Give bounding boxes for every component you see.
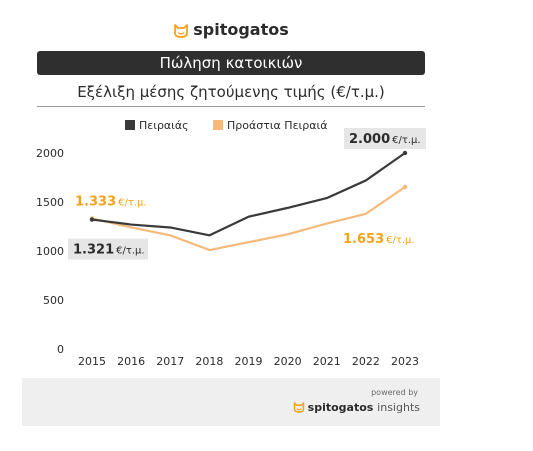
footer-brand: spitogatos insights [293, 401, 420, 416]
line-chart: 0 500 1000 1500 2000 2015 2016 2017 2018 2019 2020… [36, 119, 426, 368]
chart-subtitle: Εξέλιξη μέσης ζητούμενης τιμής (€/τ.μ.) [77, 83, 385, 101]
annotation-box [71, 190, 155, 212]
series-endpoint [402, 184, 408, 190]
x-tick-label: 2018 [195, 355, 223, 368]
series-endpoint [89, 217, 95, 222]
series-line [91, 152, 406, 237]
powered-by-label: powered by [371, 388, 418, 397]
cat-face-icon [293, 402, 305, 416]
annotation-unit: €/τ.μ. [118, 197, 146, 208]
annotation-value: 1.653 [343, 232, 384, 247]
annotation-label: 1.321 €/τ.μ. [73, 243, 145, 258]
annotation-label: 2.000 €/τ.μ. [349, 132, 421, 147]
x-tick-label: 2019 [235, 355, 263, 368]
x-tick-label: 2015 [78, 355, 106, 368]
x-tick-label: 2020 [274, 355, 302, 368]
brand-name: spitogatos [193, 20, 289, 39]
series-line [91, 186, 406, 252]
series-endpoint [402, 150, 408, 156]
annotation-unit: €/τ.μ. [392, 135, 420, 146]
y-tick-label: 500 [43, 294, 64, 307]
y-tick-label: 0 [57, 343, 64, 356]
annotation-value: 2.000 [349, 132, 390, 147]
annotation-box [344, 128, 426, 149]
infographic-card: spitogatos Πώληση κατοικιών Εξέλιξη μέση… [22, 8, 440, 426]
annotation-label: 1.653 €/τ.μ. [343, 232, 415, 247]
annotation-label: 1.333 €/τ.μ. [75, 194, 147, 209]
legend-label: Προάστια Πειραιά [227, 119, 327, 132]
brand-logo: spitogatos [22, 20, 440, 42]
y-tick-label: 2000 [36, 147, 64, 160]
footer-brand-suffix: insights [377, 401, 420, 414]
x-tick-label: 2017 [156, 355, 184, 368]
y-tick-label: 1500 [36, 196, 64, 209]
annotation-box [339, 228, 423, 250]
annotation-value: 1.333 [75, 194, 116, 209]
annotation-unit: €/τ.μ. [386, 235, 414, 246]
cat-face-icon [173, 23, 189, 42]
legend-swatch [125, 120, 135, 130]
annotation-box [68, 238, 148, 260]
x-tick-label: 2023 [391, 355, 419, 368]
x-tick-label: 2021 [313, 355, 341, 368]
y-tick-label: 1000 [36, 245, 64, 258]
x-tick-label: 2022 [352, 355, 380, 368]
annotation-value: 1.321 [73, 243, 114, 258]
x-tick-label: 2016 [117, 355, 145, 368]
legend-swatch [213, 120, 223, 130]
footer-brand-name: spitogatos [307, 401, 374, 414]
section-title: Πώληση κατοικιών [37, 51, 425, 75]
legend-label: Πειραιάς [139, 119, 189, 132]
annotation-unit: €/τ.μ. [116, 246, 144, 257]
footer: powered by spitogatos insights [22, 378, 440, 426]
divider [37, 106, 425, 107]
